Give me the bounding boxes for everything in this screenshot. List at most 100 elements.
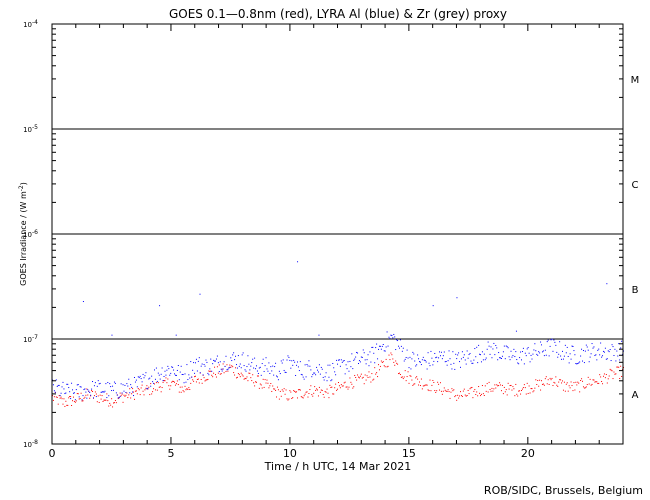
data-point — [331, 386, 333, 388]
data-point — [329, 364, 331, 366]
data-point — [416, 364, 418, 366]
data-point — [221, 368, 223, 370]
data-point — [593, 379, 595, 381]
data-point — [523, 384, 525, 386]
data-point — [155, 382, 157, 384]
data-point — [439, 351, 441, 353]
data-point — [395, 349, 397, 351]
data-point — [535, 379, 537, 381]
data-point — [262, 378, 264, 380]
data-point — [361, 356, 363, 358]
data-point — [241, 354, 243, 356]
data-point — [291, 398, 293, 400]
data-point — [229, 366, 231, 368]
data-point — [434, 390, 436, 392]
data-point — [433, 381, 435, 383]
data-point — [179, 371, 181, 373]
data-point — [585, 344, 587, 346]
data-point — [373, 378, 375, 380]
data-point — [265, 382, 267, 384]
data-point — [561, 350, 563, 352]
data-point — [392, 358, 394, 360]
data-point — [582, 380, 584, 382]
data-point — [132, 391, 134, 393]
y-axis-label-base: GOES Irradiance / (W m — [19, 191, 28, 286]
data-point — [382, 343, 384, 345]
data-point — [337, 382, 339, 384]
data-point — [64, 405, 66, 407]
data-point — [362, 376, 364, 378]
data-point — [593, 346, 595, 348]
data-point — [390, 334, 392, 336]
data-point — [236, 376, 238, 378]
data-point — [307, 396, 309, 398]
data-point — [567, 390, 569, 392]
data-point — [255, 381, 257, 383]
outlier-point — [318, 334, 320, 336]
data-point — [218, 364, 220, 366]
data-point — [585, 386, 587, 388]
data-point — [608, 351, 610, 353]
data-point — [199, 372, 201, 374]
data-point — [81, 399, 83, 401]
data-point — [171, 366, 173, 368]
data-point — [322, 376, 324, 378]
data-point — [189, 377, 191, 379]
data-point — [93, 385, 95, 387]
data-point — [560, 355, 562, 357]
data-point — [114, 400, 116, 402]
data-point — [326, 380, 328, 382]
data-point — [587, 349, 589, 351]
data-point — [495, 344, 497, 346]
data-point — [513, 388, 515, 390]
data-point — [407, 371, 409, 373]
data-point — [269, 385, 271, 387]
data-point — [477, 395, 479, 397]
data-point — [500, 357, 502, 359]
data-point — [283, 388, 285, 390]
data-point — [115, 392, 117, 394]
data-point — [157, 382, 159, 384]
series-goes — [52, 352, 624, 408]
data-point — [242, 352, 244, 354]
data-point — [135, 379, 137, 381]
data-point — [92, 397, 94, 399]
data-point — [230, 357, 232, 359]
data-point — [528, 385, 530, 387]
data-point — [161, 387, 163, 389]
data-point — [153, 388, 155, 390]
data-point — [364, 359, 366, 361]
data-point — [507, 382, 509, 384]
data-point — [327, 392, 329, 394]
data-point — [161, 367, 163, 369]
data-point — [607, 350, 609, 352]
data-point — [502, 393, 504, 395]
data-point — [81, 400, 83, 402]
data-point — [56, 396, 58, 398]
data-point — [579, 361, 581, 363]
data-point — [137, 376, 139, 378]
data-point — [246, 366, 248, 368]
data-point — [385, 346, 387, 348]
data-point — [170, 372, 172, 374]
flare-class-m: M — [631, 75, 640, 86]
data-point — [143, 377, 145, 379]
data-point — [345, 386, 347, 388]
data-point — [54, 391, 56, 393]
y-tick-base: 10 — [23, 231, 32, 239]
data-point — [245, 378, 247, 380]
data-point — [89, 397, 91, 399]
data-point — [459, 391, 461, 393]
data-point — [614, 348, 616, 350]
data-point — [310, 369, 312, 371]
data-point — [77, 393, 79, 395]
data-point — [493, 342, 495, 344]
data-point — [439, 389, 441, 391]
data-point — [503, 345, 505, 347]
data-point — [595, 381, 597, 383]
data-point — [474, 389, 476, 391]
data-point — [241, 374, 243, 376]
data-point — [306, 364, 308, 366]
data-point — [577, 362, 579, 364]
data-point — [120, 395, 122, 397]
